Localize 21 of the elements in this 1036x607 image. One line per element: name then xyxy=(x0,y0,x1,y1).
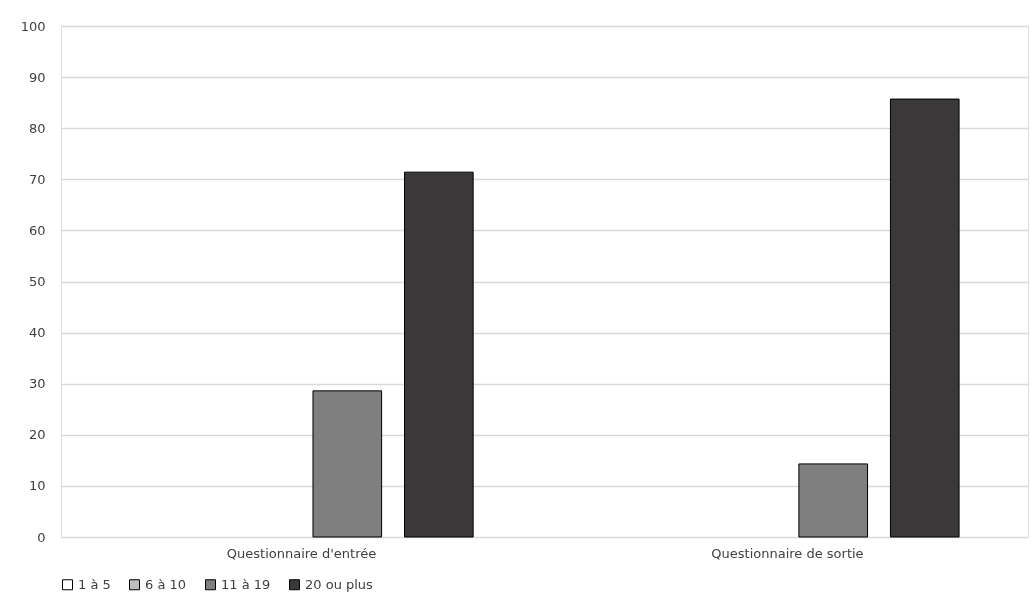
bar xyxy=(404,171,474,538)
y-tick-label: 20 xyxy=(28,427,46,443)
legend-label: 1 à 5 xyxy=(78,576,111,592)
y-tick-label: 0 xyxy=(37,529,46,545)
y-tick-label: 40 xyxy=(28,325,46,341)
legend-label: 20 ou plus xyxy=(305,576,374,592)
y-tick-label: 10 xyxy=(28,478,46,494)
legend-label: 11 à 19 xyxy=(221,576,271,592)
y-tick-label: 90 xyxy=(28,69,46,85)
bar xyxy=(798,463,869,538)
bar xyxy=(312,390,383,538)
bar xyxy=(889,98,960,538)
y-tick-label: 60 xyxy=(28,222,46,238)
legend-label: 6 à 10 xyxy=(145,576,187,592)
y-tick-label: 70 xyxy=(28,171,46,187)
y-tick-label: 100 xyxy=(20,18,46,34)
y-tick-label: 50 xyxy=(28,274,46,289)
x-tick-label: Questionnaire d'entrée xyxy=(226,545,377,561)
x-tick-label: Questionnaire de sortie xyxy=(711,545,864,561)
y-tick-label: 30 xyxy=(28,376,46,392)
y-tick-label: 80 xyxy=(28,120,46,136)
